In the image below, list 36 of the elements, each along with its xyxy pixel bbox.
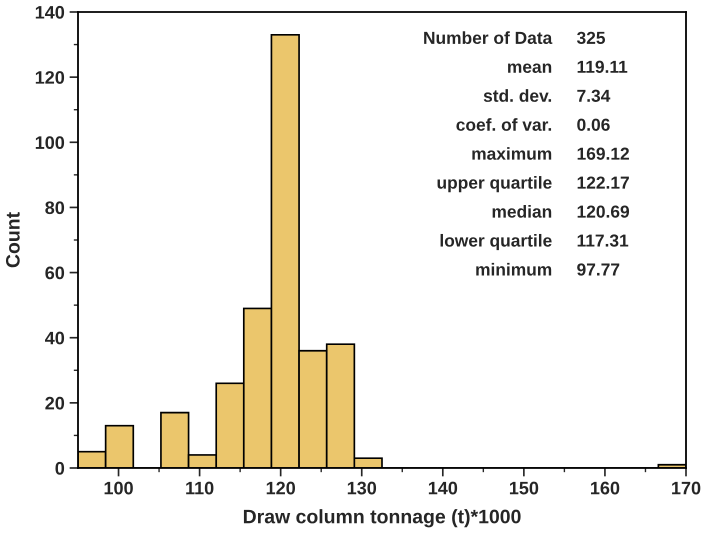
annotation: 169.12 bbox=[578, 148, 629, 160]
annotation: minimum bbox=[476, 262, 552, 276]
x-axis-title: Draw column tonnage (t)*1000 bbox=[244, 509, 521, 528]
annotation: 120.69 bbox=[578, 205, 630, 218]
annotation: coef. of var. bbox=[456, 118, 552, 131]
x-tick-label: 110 bbox=[186, 482, 214, 494]
annotation: Number of Data bbox=[424, 31, 552, 44]
annotation: 0.06 bbox=[577, 118, 610, 131]
x-tick-label: 150 bbox=[510, 482, 538, 494]
x-tick-label: 140 bbox=[428, 482, 458, 494]
annotation: 7.34 bbox=[577, 90, 610, 102]
annotation: 97.77 bbox=[577, 263, 620, 276]
y-tick-label: 140 bbox=[36, 6, 64, 19]
x-tick-label: 130 bbox=[348, 482, 376, 494]
annotation: 325 bbox=[576, 32, 606, 44]
annotation: mean bbox=[508, 63, 552, 73]
annotation: maximum bbox=[472, 147, 552, 160]
annotation: lower quartile bbox=[440, 234, 552, 250]
x-tick-label: 160 bbox=[591, 482, 620, 494]
annotation: median bbox=[492, 205, 552, 218]
y-tick-label: 60 bbox=[45, 266, 64, 280]
y-tick-label: 0 bbox=[55, 462, 64, 475]
annotation: std. dev. bbox=[484, 89, 552, 102]
annotation: upper quartile bbox=[438, 176, 552, 192]
annotation: 117.31 bbox=[578, 234, 628, 247]
annotation: 119.11 bbox=[578, 60, 628, 73]
x-tick-label: 120 bbox=[266, 482, 295, 494]
y-tick-label: 100 bbox=[36, 136, 64, 150]
annotation: 122.17 bbox=[578, 176, 629, 189]
y-axis-title: Count bbox=[6, 212, 20, 268]
x-tick-label: 100 bbox=[104, 482, 133, 494]
y-tick-label: 80 bbox=[45, 201, 64, 214]
x-tick-label: 170 bbox=[672, 482, 700, 494]
y-tick-label: 40 bbox=[45, 332, 64, 344]
y-tick-label: 120 bbox=[36, 71, 64, 84]
y-tick-label: 20 bbox=[45, 396, 64, 410]
